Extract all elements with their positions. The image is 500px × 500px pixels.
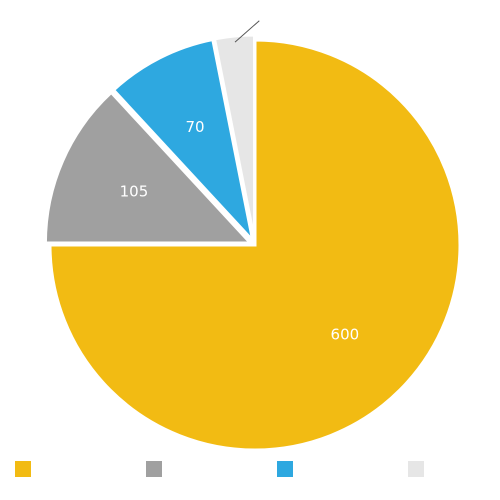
pie-slice (111, 37, 256, 246)
legend-marker (408, 461, 424, 477)
value-label: 70 (185, 118, 204, 136)
pie-slice (212, 33, 257, 241)
pie-slice (43, 90, 254, 245)
legend-marker (277, 461, 293, 477)
legend-marker (15, 461, 31, 477)
leader-line (234, 20, 260, 43)
value-label: 600 (331, 325, 360, 343)
legend-marker (146, 461, 162, 477)
value-label: 105 (120, 183, 149, 201)
